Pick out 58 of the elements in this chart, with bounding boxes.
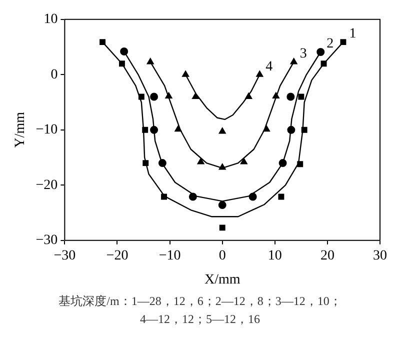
- x-tick-label: 30: [373, 248, 387, 264]
- point: [219, 224, 226, 231]
- y-tick-label: 10: [44, 12, 58, 28]
- text: 4—12，12；5—12，16: [139, 311, 261, 328]
- point: [120, 47, 128, 56]
- point: [272, 92, 280, 98]
- x-tick-label: 0: [218, 248, 226, 264]
- x-tick-label: −30: [54, 248, 76, 264]
- point: [158, 159, 166, 168]
- point: [262, 125, 270, 132]
- point: [218, 128, 226, 134]
- point: [138, 94, 144, 100]
- x-axis-title: X/mm: [204, 272, 240, 288]
- x-tick-label: 10: [268, 248, 282, 264]
- point: [248, 192, 257, 201]
- point: [119, 60, 125, 67]
- point: [146, 58, 154, 64]
- point: [161, 194, 167, 200]
- x-tick-label: 20: [320, 248, 334, 264]
- point: [301, 126, 308, 133]
- point: [188, 192, 197, 201]
- point: [165, 92, 172, 98]
- point: [240, 158, 248, 164]
- point: [174, 125, 182, 132]
- point: [150, 126, 158, 134]
- y-tick-label: −30: [36, 233, 58, 248]
- point: [142, 126, 148, 133]
- text: 基坑深度/m：1—28，12，6；2—12，8；3—12，10；: [58, 293, 342, 310]
- y-tick-label: −20: [36, 178, 58, 193]
- point: [320, 60, 327, 67]
- point: [218, 201, 226, 210]
- series-label: 1: [349, 26, 356, 42]
- point: [218, 163, 226, 170]
- point: [142, 160, 149, 166]
- point: [100, 39, 106, 46]
- point: [297, 161, 304, 168]
- point: [286, 92, 295, 101]
- series-label: 2: [326, 36, 334, 52]
- point: [278, 194, 284, 200]
- point: [340, 39, 346, 46]
- y-axis-title: Y/mm: [13, 112, 28, 148]
- series-label: 3: [300, 46, 307, 62]
- point: [192, 92, 200, 99]
- y-tick-label: 0: [50, 67, 58, 82]
- point: [287, 126, 296, 134]
- point: [290, 58, 298, 64]
- point: [182, 70, 190, 77]
- point: [245, 92, 252, 99]
- x-tick-label: −10: [158, 248, 181, 264]
- point: [298, 94, 304, 100]
- y-tick-label: −10: [36, 122, 58, 138]
- point: [197, 158, 204, 164]
- point: [256, 70, 264, 77]
- point: [278, 159, 287, 168]
- x-tick-label: −20: [106, 248, 128, 264]
- series-label: 4: [266, 59, 273, 74]
- point: [150, 92, 158, 101]
- point: [316, 48, 325, 56]
